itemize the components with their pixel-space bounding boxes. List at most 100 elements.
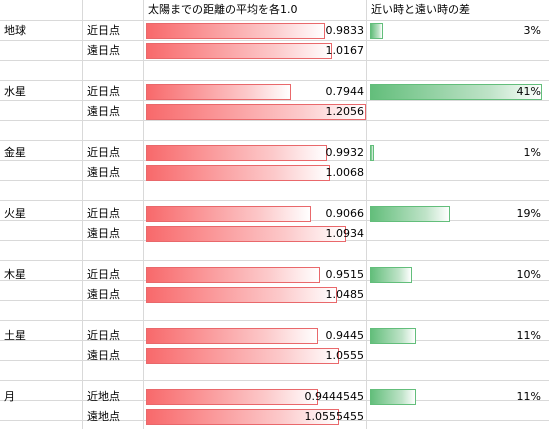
grid-line-horizontal: [0, 60, 549, 61]
far-label[interactable]: 遠日点: [87, 44, 120, 57]
far-ratio-value: 1.0068: [325, 166, 365, 179]
far-ratio-value: 1.0555455: [304, 410, 365, 423]
diff-cell[interactable]: 41%: [370, 84, 542, 100]
diff-bar: [370, 206, 450, 222]
near-ratio-bar: [146, 23, 325, 39]
grid-line-horizontal: [0, 140, 549, 141]
grid-line-vertical: [366, 0, 367, 429]
far-ratio-cell[interactable]: 1.0555: [146, 348, 366, 364]
near-ratio-value: 0.7944: [325, 85, 365, 98]
grid-line-horizontal: [0, 40, 549, 41]
grid-line-vertical: [82, 0, 83, 429]
header-ratio[interactable]: 太陽までの距離の平均を各1.0: [148, 3, 298, 16]
far-label[interactable]: 遠地点: [87, 410, 120, 423]
near-ratio-cell[interactable]: 0.9932: [146, 145, 366, 161]
near-ratio-value: 0.9833: [325, 24, 365, 37]
grid-line-horizontal: [0, 100, 549, 101]
far-ratio-bar: [146, 43, 332, 59]
diff-bar: [370, 267, 412, 283]
diff-value: 3%: [523, 24, 541, 37]
diff-cell[interactable]: 11%: [370, 389, 542, 405]
grid-line-horizontal: [0, 320, 549, 321]
far-ratio-value: 1.2056: [325, 105, 365, 118]
far-ratio-cell[interactable]: 1.0485: [146, 287, 366, 303]
far-ratio-bar: [146, 104, 366, 120]
far-ratio-bar: [146, 165, 330, 181]
far-ratio-value: 1.0934: [325, 227, 365, 240]
near-ratio-bar: [146, 206, 311, 222]
far-label[interactable]: 遠日点: [87, 349, 120, 362]
near-label[interactable]: 近地点: [87, 390, 120, 403]
near-label[interactable]: 近日点: [87, 146, 120, 159]
diff-cell[interactable]: 10%: [370, 267, 542, 283]
diff-bar: [370, 84, 542, 100]
near-ratio-bar: [146, 389, 318, 405]
near-ratio-bar: [146, 267, 320, 283]
body-name[interactable]: 土星: [4, 329, 26, 342]
far-ratio-bar: [146, 409, 339, 425]
body-name[interactable]: 水星: [4, 85, 26, 98]
diff-cell[interactable]: 1%: [370, 145, 542, 161]
grid-line-horizontal: [0, 20, 549, 21]
far-ratio-value: 1.0555: [325, 349, 365, 362]
grid-line-horizontal: [0, 260, 549, 261]
near-ratio-value: 0.9515: [325, 268, 365, 281]
grid-line-horizontal: [0, 380, 549, 381]
far-label[interactable]: 遠日点: [87, 227, 120, 240]
diff-value: 11%: [516, 390, 541, 403]
far-ratio-bar: [146, 287, 337, 303]
diff-bar: [370, 389, 416, 405]
far-ratio-value: 1.0167: [325, 44, 365, 57]
near-ratio-cell[interactable]: 0.9833: [146, 23, 366, 39]
far-ratio-cell[interactable]: 1.2056: [146, 104, 366, 120]
diff-value: 19%: [516, 207, 541, 220]
near-ratio-cell[interactable]: 0.9444545: [146, 389, 366, 405]
far-ratio-cell[interactable]: 1.0934: [146, 226, 366, 242]
body-name[interactable]: 火星: [4, 207, 26, 220]
body-name[interactable]: 金星: [4, 146, 26, 159]
near-ratio-bar: [146, 328, 318, 344]
near-ratio-value: 0.9444545: [304, 390, 365, 403]
diff-bar: [370, 23, 383, 39]
grid-line-horizontal: [0, 80, 549, 81]
diff-value: 1%: [523, 146, 541, 159]
near-ratio-bar: [146, 145, 327, 161]
far-ratio-value: 1.0485: [325, 288, 365, 301]
far-ratio-bar: [146, 226, 346, 242]
near-ratio-cell[interactable]: 0.9515: [146, 267, 366, 283]
diff-cell[interactable]: 3%: [370, 23, 542, 39]
near-ratio-cell[interactable]: 0.7944: [146, 84, 366, 100]
near-label[interactable]: 近日点: [87, 85, 120, 98]
near-ratio-bar: [146, 84, 291, 100]
diff-value: 11%: [516, 329, 541, 342]
header-diff[interactable]: 近い時と遠い時の差: [371, 3, 470, 16]
diff-bar: [370, 328, 416, 344]
body-name[interactable]: 地球: [4, 24, 26, 37]
near-label[interactable]: 近日点: [87, 268, 120, 281]
diff-value: 10%: [516, 268, 541, 281]
far-ratio-cell[interactable]: 1.0068: [146, 165, 366, 181]
diff-value: 41%: [516, 85, 541, 98]
near-ratio-value: 0.9932: [325, 146, 365, 159]
grid-line-horizontal: [0, 200, 549, 201]
body-name[interactable]: 月: [4, 390, 15, 403]
far-ratio-cell[interactable]: 1.0555455: [146, 409, 366, 425]
far-label[interactable]: 遠日点: [87, 288, 120, 301]
far-ratio-bar: [146, 348, 339, 364]
body-name[interactable]: 木星: [4, 268, 26, 281]
far-ratio-cell[interactable]: 1.0167: [146, 43, 366, 59]
diff-cell[interactable]: 11%: [370, 328, 542, 344]
near-ratio-value: 0.9066: [325, 207, 365, 220]
near-ratio-cell[interactable]: 0.9066: [146, 206, 366, 222]
near-label[interactable]: 近日点: [87, 329, 120, 342]
near-label[interactable]: 近日点: [87, 207, 120, 220]
diff-cell[interactable]: 19%: [370, 206, 542, 222]
diff-bar: [370, 145, 374, 161]
grid-line-vertical: [143, 0, 144, 429]
far-label[interactable]: 遠日点: [87, 166, 120, 179]
far-label[interactable]: 遠日点: [87, 105, 120, 118]
near-ratio-cell[interactable]: 0.9445: [146, 328, 366, 344]
near-label[interactable]: 近日点: [87, 24, 120, 37]
near-ratio-value: 0.9445: [325, 329, 365, 342]
